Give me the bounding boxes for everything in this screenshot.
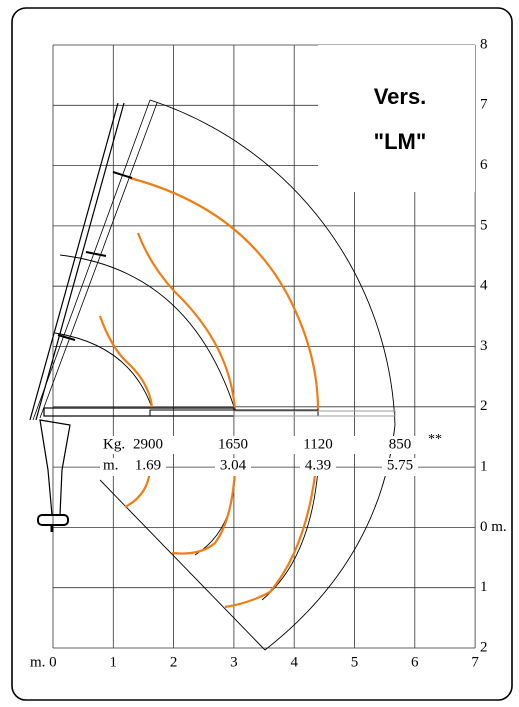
right-axis-label: 0 m. xyxy=(480,519,507,535)
load-kg: 2900 xyxy=(133,436,163,452)
bottom-axis-label: 6 xyxy=(411,654,419,670)
bottom-axis-label: 7 xyxy=(471,654,479,670)
bottom-axis-label: 5 xyxy=(351,654,359,670)
version-label: "LM" xyxy=(374,129,427,154)
load-curve xyxy=(129,176,320,411)
label-bg xyxy=(215,458,251,476)
right-axis-label: 1 xyxy=(480,579,488,595)
right-axis-label: 5 xyxy=(480,217,488,233)
bottom-axis-label: 4 xyxy=(290,654,298,670)
right-axis-label: 4 xyxy=(480,278,488,294)
load-curve xyxy=(98,315,154,409)
outer-arc xyxy=(149,99,396,651)
load-curve xyxy=(224,474,317,609)
right-axis-label: 2 xyxy=(480,639,488,655)
note: ** xyxy=(428,432,442,447)
version-label: Vers. xyxy=(374,84,427,109)
label-bg xyxy=(382,458,418,476)
bottom-axis-label: m. 0 xyxy=(30,654,57,670)
load-curve xyxy=(171,469,237,555)
load-kg: 1120 xyxy=(303,436,332,452)
right-axis-label: 3 xyxy=(480,338,488,354)
bottom-axis-label: 2 xyxy=(170,654,178,670)
label-bg xyxy=(300,458,336,476)
load-reach: 3.04 xyxy=(220,457,247,473)
load-reach: 4.39 xyxy=(305,457,331,473)
load-kg: 850 xyxy=(389,436,412,452)
right-axis-label: 8 xyxy=(480,36,488,52)
unit-label: Kg. xyxy=(103,436,125,452)
arc xyxy=(54,332,153,409)
right-axis-label: 1 xyxy=(480,459,488,475)
version-box xyxy=(318,45,475,192)
load-table: Kg. m. ** xyxy=(100,432,445,476)
bottom-axis-label: 1 xyxy=(110,654,118,670)
right-axis-label: 7 xyxy=(480,97,488,113)
unit-label: m. xyxy=(103,457,118,473)
right-axis-label: 2 xyxy=(480,398,488,414)
arc xyxy=(59,254,236,411)
diagonal xyxy=(99,479,266,651)
load-reach: 1.69 xyxy=(135,457,161,473)
bottom-axis-label: 3 xyxy=(230,654,238,670)
crane xyxy=(29,99,396,532)
load-kg: 1650 xyxy=(218,436,248,452)
load-reach: 5.75 xyxy=(387,457,413,473)
load-curve xyxy=(136,232,237,411)
right-axis-label: 6 xyxy=(480,157,488,173)
label-bg xyxy=(130,458,166,476)
